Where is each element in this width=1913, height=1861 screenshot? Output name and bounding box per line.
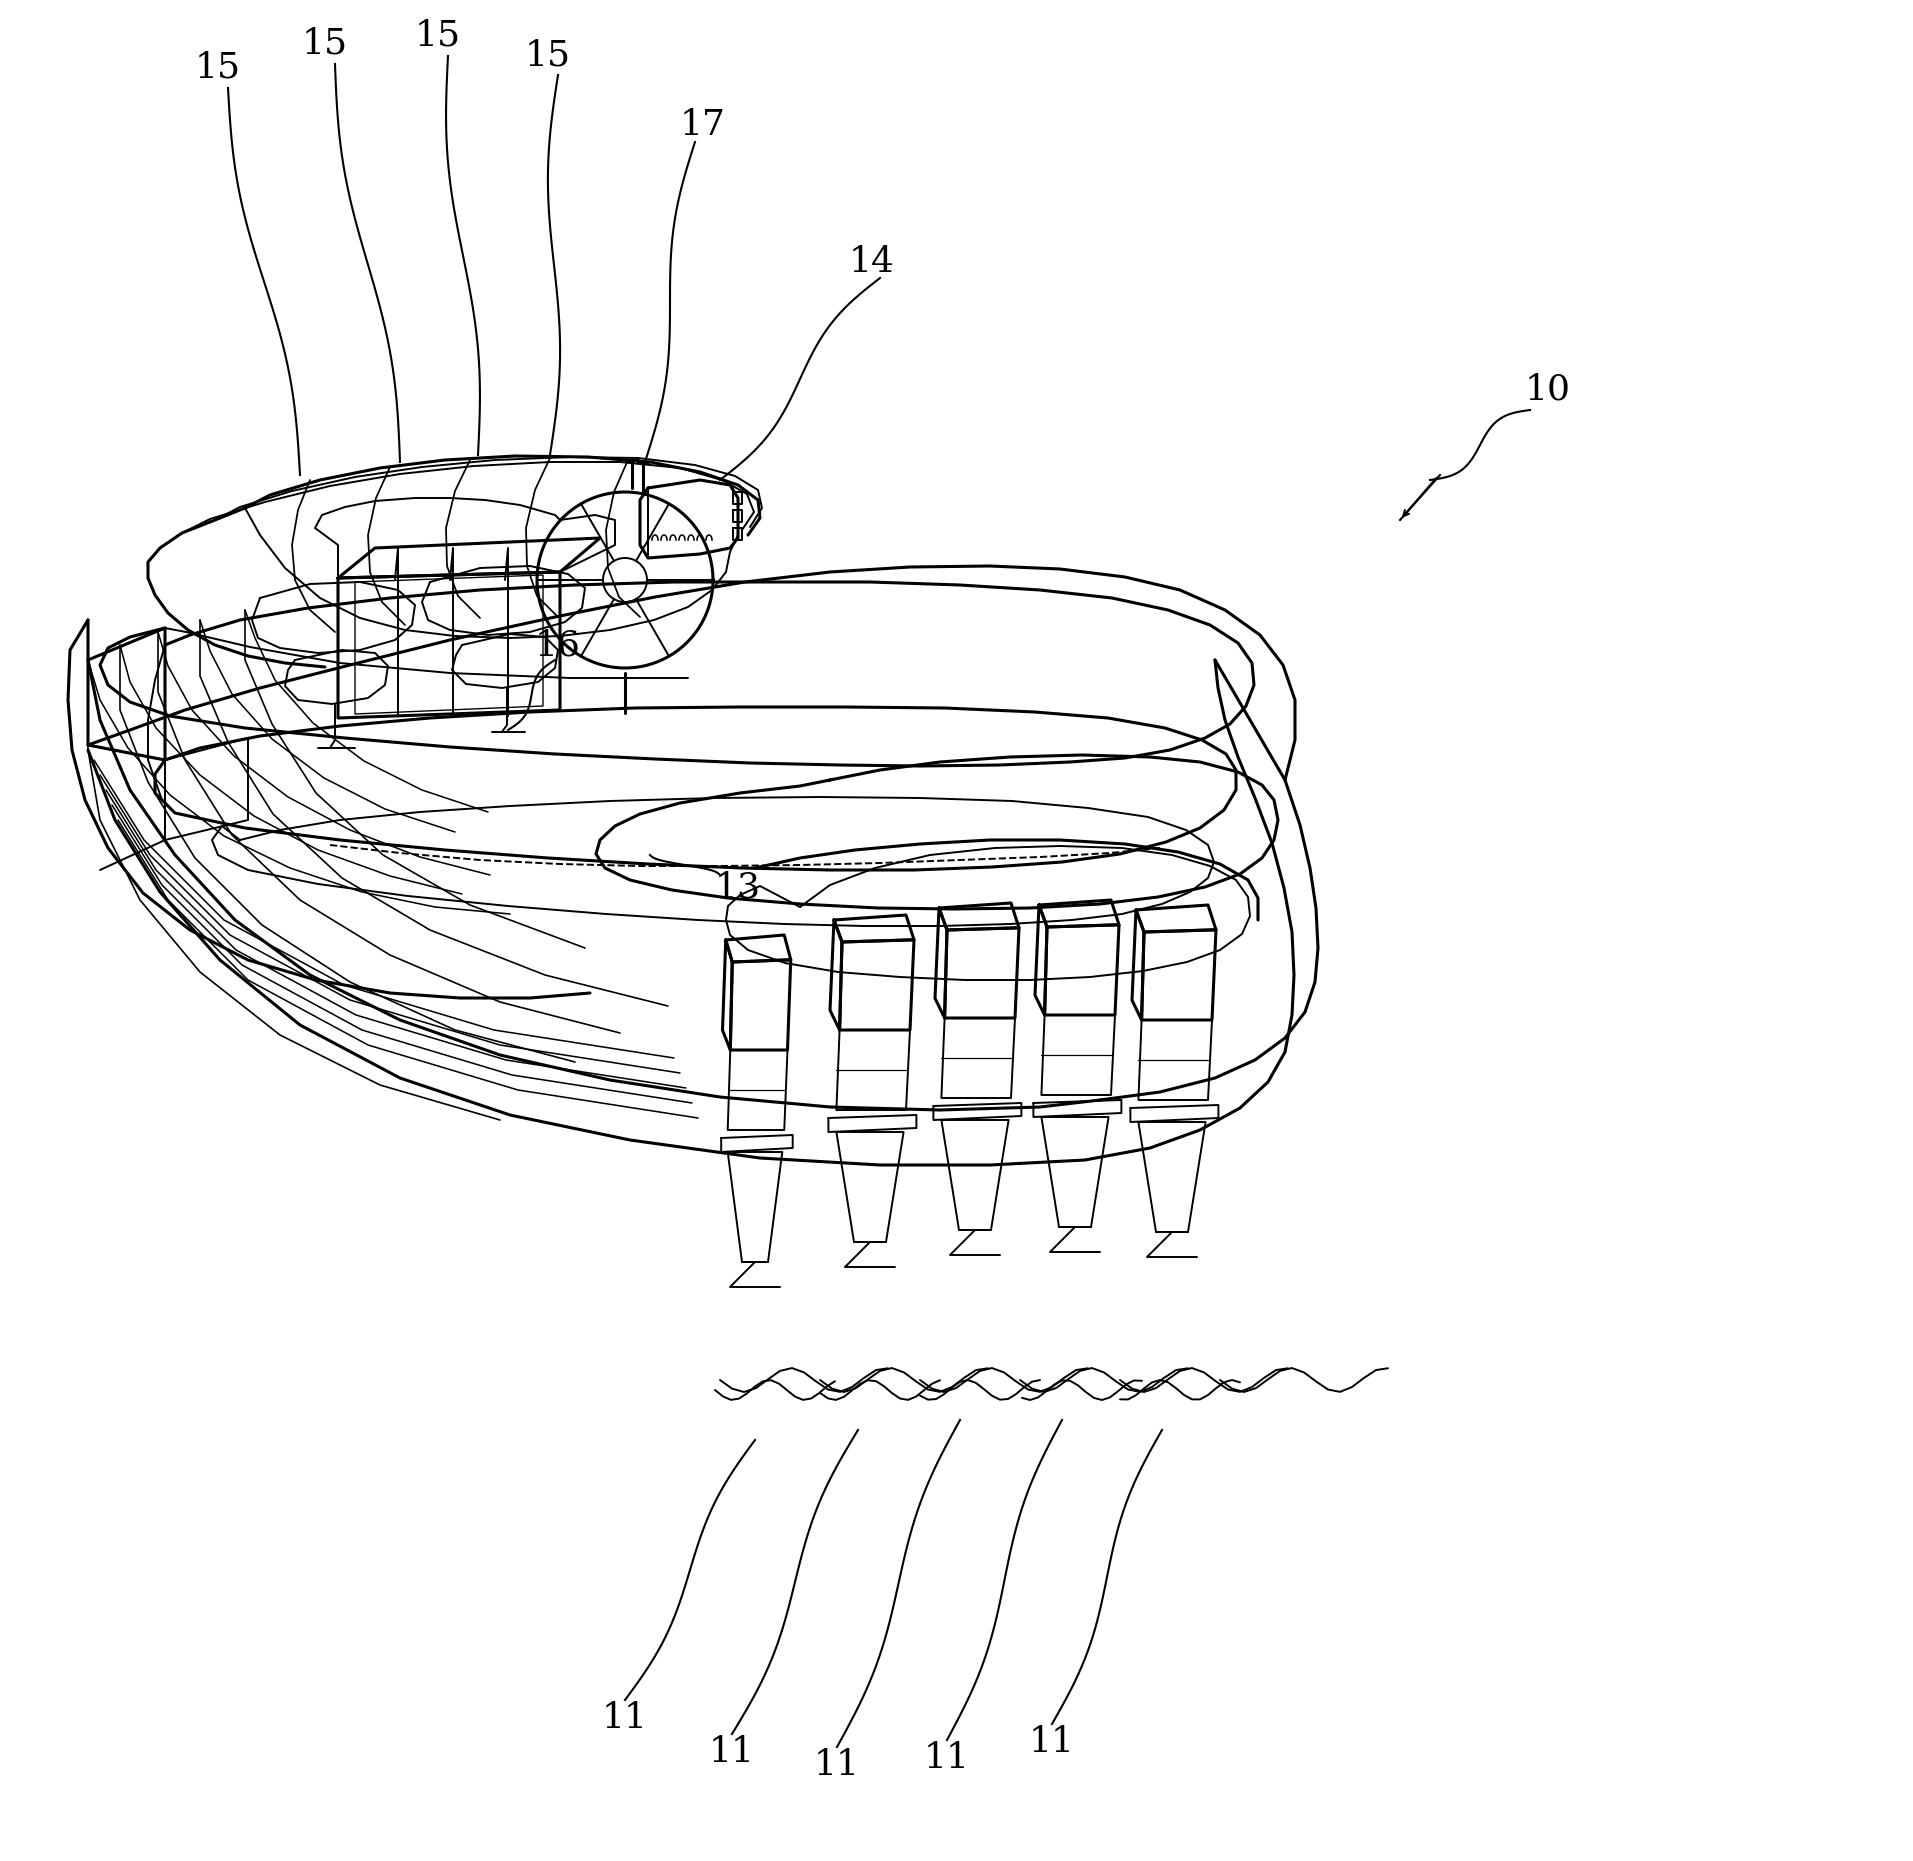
Text: 10: 10 xyxy=(1525,372,1571,408)
Text: 14: 14 xyxy=(849,246,895,279)
Text: 17: 17 xyxy=(679,108,725,141)
Text: 16: 16 xyxy=(536,627,582,663)
Text: 15: 15 xyxy=(524,37,572,73)
Text: 15: 15 xyxy=(195,50,241,86)
Text: 11: 11 xyxy=(924,1742,970,1775)
Text: 15: 15 xyxy=(415,19,461,52)
Text: 11: 11 xyxy=(710,1734,756,1770)
Text: 11: 11 xyxy=(815,1747,861,1783)
Text: 15: 15 xyxy=(302,28,348,61)
Text: 11: 11 xyxy=(1029,1725,1075,1759)
Text: 13: 13 xyxy=(715,871,761,904)
Text: 11: 11 xyxy=(603,1701,649,1734)
